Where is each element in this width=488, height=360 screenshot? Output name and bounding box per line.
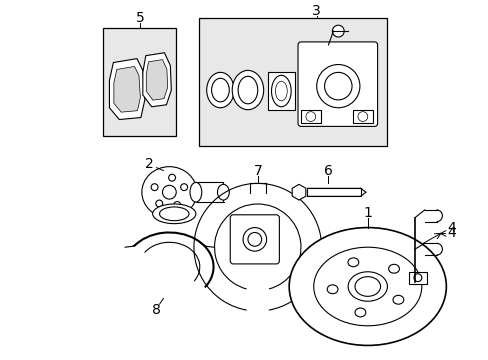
Text: 7: 7 [253, 163, 262, 177]
Ellipse shape [243, 228, 266, 251]
Polygon shape [292, 184, 305, 200]
Bar [408, 272, 426, 284]
Circle shape [162, 185, 176, 199]
Text: 3: 3 [312, 4, 321, 18]
Bar [199, 18, 386, 146]
Circle shape [413, 274, 421, 282]
Circle shape [181, 184, 187, 190]
Text: 6: 6 [324, 163, 332, 177]
Bar [102, 28, 176, 136]
Ellipse shape [275, 81, 286, 101]
Bar [267, 72, 294, 110]
Ellipse shape [211, 78, 229, 102]
FancyBboxPatch shape [230, 215, 279, 264]
Circle shape [173, 202, 180, 208]
Ellipse shape [347, 272, 386, 301]
Text: 8: 8 [152, 303, 161, 317]
Ellipse shape [238, 76, 257, 104]
Ellipse shape [326, 285, 337, 294]
Circle shape [357, 112, 367, 121]
Ellipse shape [392, 295, 403, 304]
Ellipse shape [190, 183, 202, 202]
Ellipse shape [271, 75, 290, 107]
Circle shape [316, 64, 359, 108]
Bar [300, 110, 320, 123]
Ellipse shape [217, 184, 229, 200]
Ellipse shape [354, 277, 380, 296]
Circle shape [151, 184, 158, 190]
Text: 4: 4 [446, 226, 455, 240]
Ellipse shape [152, 204, 196, 224]
Circle shape [332, 25, 344, 37]
FancyBboxPatch shape [297, 42, 377, 126]
Ellipse shape [313, 247, 421, 326]
Circle shape [156, 200, 163, 207]
Bar [306, 188, 360, 196]
Polygon shape [146, 60, 167, 100]
Bar [196, 183, 223, 202]
Text: 2: 2 [145, 157, 154, 171]
Ellipse shape [247, 233, 261, 246]
Ellipse shape [142, 167, 197, 218]
Circle shape [324, 72, 351, 100]
Polygon shape [114, 67, 140, 112]
Ellipse shape [388, 264, 399, 273]
Ellipse shape [159, 207, 189, 221]
Ellipse shape [206, 72, 234, 108]
Ellipse shape [232, 71, 263, 110]
Circle shape [305, 112, 315, 121]
Text: 5: 5 [135, 12, 144, 25]
Ellipse shape [354, 308, 365, 317]
Ellipse shape [288, 228, 446, 346]
Text: 4: 4 [421, 221, 455, 244]
Circle shape [168, 174, 175, 181]
Ellipse shape [347, 258, 358, 267]
Text: 1: 1 [363, 206, 371, 220]
Bar [352, 110, 372, 123]
Polygon shape [142, 53, 171, 107]
Polygon shape [109, 59, 144, 120]
